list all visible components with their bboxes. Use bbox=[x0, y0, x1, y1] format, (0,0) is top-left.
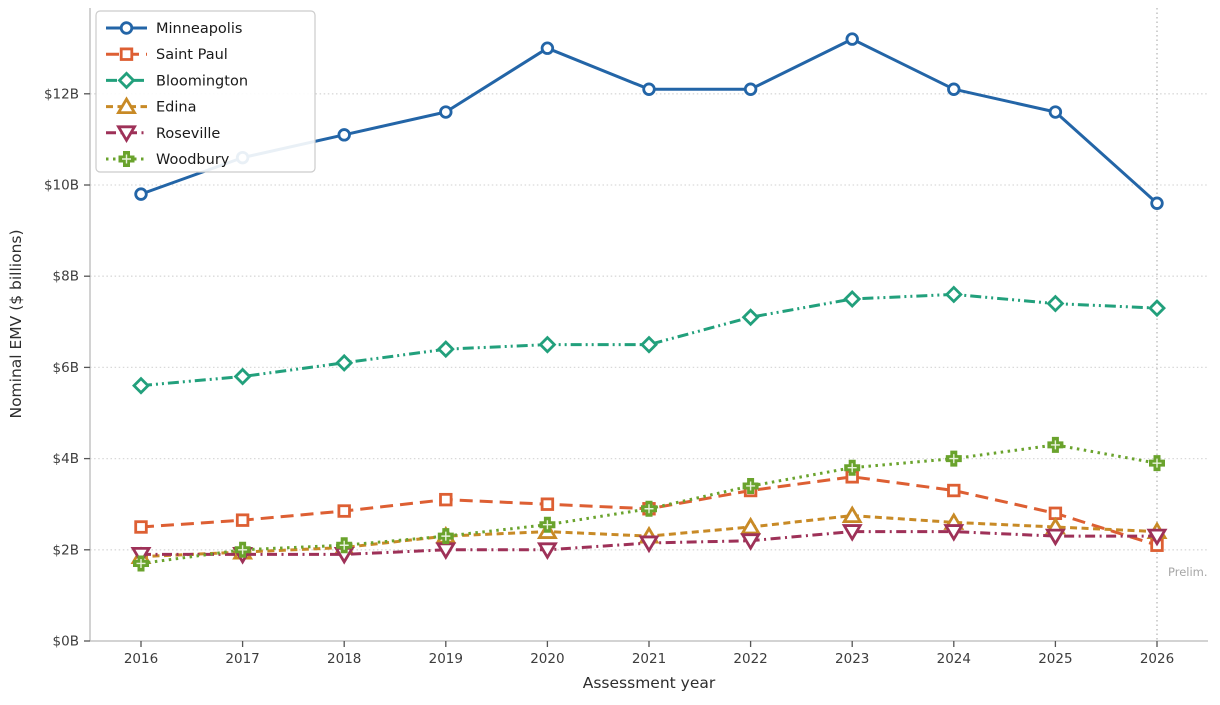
y-tick-label: $0B bbox=[53, 634, 79, 650]
marker-edina-2022 bbox=[740, 516, 762, 535]
marker-roseville-2021 bbox=[638, 535, 660, 554]
y-tick-label: $4B bbox=[53, 451, 79, 467]
marker-bloomington-2024 bbox=[944, 285, 963, 304]
marker-minneapolis-2016 bbox=[134, 187, 148, 201]
y-tick-label: $12B bbox=[44, 86, 79, 102]
legend-label-minneapolis: Minneapolis bbox=[156, 21, 242, 37]
marker-woodbury-2024-seam bbox=[949, 454, 959, 464]
marker-woodbury-2021-seam bbox=[644, 504, 654, 514]
marker-saint-paul-2020 bbox=[540, 497, 555, 511]
marker-bloomington-2026 bbox=[1148, 299, 1166, 318]
x-tick-label: 2026 bbox=[1140, 651, 1174, 667]
series-woodbury bbox=[133, 436, 1165, 572]
marker-saint-paul-2018 bbox=[337, 504, 351, 518]
marker-bloomington-2023 bbox=[843, 290, 862, 308]
series-bloomington bbox=[132, 285, 1166, 395]
marker-roseville-2019 bbox=[435, 542, 457, 561]
marker-bloomington-2017 bbox=[233, 367, 252, 386]
prelim-annotation: Prelim. bbox=[1168, 565, 1208, 579]
marker-woodbury-2018-seam bbox=[339, 540, 349, 550]
marker-woodbury-2019-seam bbox=[441, 531, 451, 541]
legend-label-bloomington: Bloomington bbox=[156, 73, 248, 89]
marker-roseville-2016 bbox=[130, 546, 152, 565]
marker-bloomington-2018 bbox=[335, 353, 354, 372]
marker-woodbury-2017-seam bbox=[238, 545, 248, 555]
marker-woodbury-2023-seam bbox=[847, 463, 857, 473]
y-tick-label: $2B bbox=[53, 542, 79, 558]
legend-marker-minneapolis bbox=[119, 21, 134, 35]
marker-roseville-2020 bbox=[536, 542, 558, 561]
marker-edina-2023 bbox=[841, 505, 863, 523]
x-tick-label: 2019 bbox=[429, 651, 463, 667]
marker-minneapolis-2021 bbox=[642, 82, 656, 96]
y-tick-label: $8B bbox=[53, 269, 79, 285]
marker-bloomington-2016 bbox=[132, 376, 150, 395]
x-tick-label: 2017 bbox=[225, 651, 259, 667]
marker-roseville-2024 bbox=[943, 524, 965, 542]
legend-label-woodbury: Woodbury bbox=[156, 152, 230, 168]
marker-minneapolis-2024 bbox=[947, 82, 961, 96]
marker-woodbury-2020-seam bbox=[542, 520, 552, 530]
marker-roseville-2023 bbox=[841, 524, 863, 542]
x-tick-label: 2016 bbox=[124, 651, 158, 667]
x-tick-label: 2018 bbox=[327, 651, 361, 667]
legend-marker-woodbury-seam bbox=[122, 154, 131, 164]
marker-minneapolis-2019 bbox=[439, 105, 453, 119]
legend-item-bloomington: Bloomington bbox=[106, 71, 248, 90]
marker-saint-paul-2019 bbox=[439, 492, 453, 507]
legend-box bbox=[95, 10, 316, 173]
marker-bloomington-2019 bbox=[436, 340, 455, 359]
legend-marker-bloomington bbox=[117, 71, 136, 90]
marker-woodbury-2026-seam bbox=[1152, 458, 1162, 468]
marker-bloomington-2020 bbox=[538, 335, 557, 354]
y-tick-label: $6B bbox=[53, 360, 79, 376]
marker-minneapolis-2018 bbox=[337, 128, 351, 142]
legend-item-saint-paul: Saint Paul bbox=[106, 47, 228, 63]
legend-label-edina: Edina bbox=[156, 100, 196, 116]
marker-saint-paul-2017 bbox=[235, 513, 250, 527]
y-axis-label: Nominal EMV ($ billions) bbox=[7, 229, 25, 418]
x-tick-label: 2020 bbox=[530, 651, 564, 667]
legend-marker-saint-paul bbox=[119, 47, 134, 61]
legend-item-edina: Edina bbox=[106, 96, 196, 116]
marker-minneapolis-2025 bbox=[1048, 105, 1063, 119]
legend-item-minneapolis: Minneapolis bbox=[106, 21, 242, 37]
marker-woodbury-2025-seam bbox=[1050, 440, 1060, 450]
marker-woodbury-2016-seam bbox=[136, 558, 146, 568]
x-tick-label: 2025 bbox=[1038, 651, 1072, 667]
marker-roseville-2026 bbox=[1146, 528, 1168, 547]
marker-minneapolis-2023 bbox=[845, 32, 859, 46]
x-axis-label: Assessment year bbox=[583, 674, 716, 692]
marker-saint-paul-2024 bbox=[947, 483, 961, 498]
marker-bloomington-2025 bbox=[1046, 294, 1065, 313]
legend-label-saint-paul: Saint Paul bbox=[156, 47, 228, 63]
x-tick-label: 2024 bbox=[937, 651, 971, 667]
legend-marker-roseville bbox=[116, 125, 137, 144]
marker-roseville-2022 bbox=[740, 533, 762, 551]
series-roseville bbox=[130, 524, 1168, 565]
marker-bloomington-2022 bbox=[741, 308, 760, 327]
marker-minneapolis-2020 bbox=[540, 41, 555, 55]
marker-roseville-2025 bbox=[1044, 528, 1066, 547]
legend: Minneapolis Saint Paul Bloomington Edina Ros… bbox=[95, 10, 316, 173]
marker-minneapolis-2022 bbox=[743, 82, 758, 96]
legend-label-roseville: Roseville bbox=[156, 126, 220, 142]
x-tick-label: 2021 bbox=[632, 651, 666, 667]
x-tick-label: 2022 bbox=[733, 651, 767, 667]
x-tick-label: 2023 bbox=[835, 651, 869, 667]
marker-minneapolis-2026 bbox=[1150, 196, 1164, 210]
marker-saint-paul-2016 bbox=[134, 520, 148, 534]
marker-woodbury-2022-seam bbox=[746, 481, 756, 491]
series-line-bloomington bbox=[140, 292, 1158, 388]
legend-item-woodbury: Woodbury bbox=[106, 151, 230, 168]
y-tick-label: $10B bbox=[44, 178, 79, 194]
marker-bloomington-2021 bbox=[640, 335, 658, 354]
legend-marker-edina bbox=[116, 96, 137, 114]
legend-item-roseville: Roseville bbox=[106, 125, 220, 144]
